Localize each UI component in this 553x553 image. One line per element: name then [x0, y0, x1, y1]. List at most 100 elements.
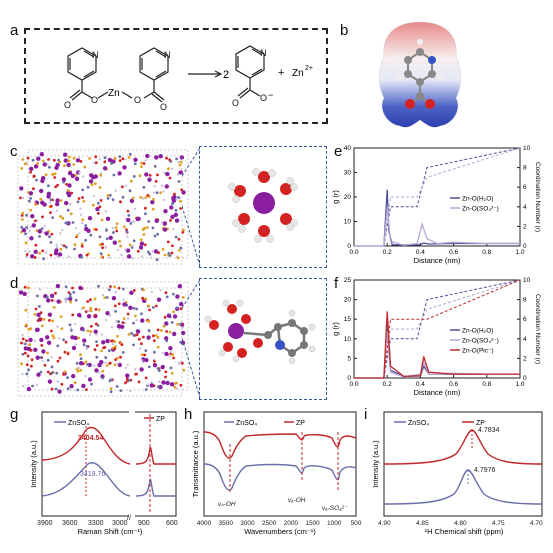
md-particle	[21, 352, 25, 356]
md-particle	[106, 197, 110, 200]
md-particle	[42, 257, 45, 261]
md-particle	[154, 334, 158, 337]
md-particle	[44, 173, 48, 177]
md-particle	[64, 200, 69, 206]
md-particle	[28, 250, 31, 253]
md-particle	[160, 184, 164, 187]
md-particle	[101, 294, 105, 297]
md-particle	[107, 253, 111, 257]
md-particle	[51, 334, 55, 338]
md-particle	[116, 324, 122, 329]
md-particle	[114, 345, 117, 348]
md-particle	[164, 336, 169, 341]
md-particle	[33, 313, 37, 316]
md-particle	[140, 359, 144, 362]
md-particle	[145, 153, 150, 159]
md-particle	[148, 174, 152, 177]
md-particle	[169, 350, 173, 354]
md-particle	[154, 180, 158, 183]
md-particle	[156, 297, 162, 302]
md-particle	[85, 347, 89, 351]
md-particle	[49, 198, 53, 202]
md-particle	[40, 227, 44, 231]
md-particle	[61, 228, 64, 232]
md-particle	[41, 359, 45, 362]
md-particle	[39, 337, 44, 343]
md-particle	[38, 288, 42, 291]
md-particle	[81, 196, 84, 199]
md-particle	[84, 224, 88, 227]
md-particle	[37, 229, 42, 234]
md-particle	[177, 249, 181, 252]
md-particle	[164, 321, 169, 326]
md-particle	[21, 333, 24, 337]
md-particle	[81, 218, 85, 222]
md-particle	[47, 158, 50, 161]
atom-o-right-carbonyl: O	[160, 102, 167, 112]
md-particle	[144, 172, 149, 177]
md-particle	[90, 382, 93, 386]
md-particle	[28, 343, 32, 347]
md-particle	[126, 235, 129, 238]
md-particle	[62, 372, 65, 376]
md-particle	[177, 161, 180, 164]
md-particle	[126, 312, 130, 316]
md-particle	[153, 249, 159, 254]
md-particle	[146, 383, 149, 386]
md-particle	[38, 251, 42, 255]
md-particle	[82, 175, 85, 178]
md-particle	[135, 216, 140, 222]
md-particle	[50, 232, 54, 236]
md-particle	[67, 155, 71, 159]
md-particle	[162, 324, 166, 328]
md-particle	[49, 204, 53, 208]
rdf-chart-f: 0.0 0.2 0.4 0.6 0.8 1.005101520250246810Zn-O(…	[331, 277, 541, 397]
md-particle	[122, 165, 127, 170]
md-particle	[152, 363, 158, 368]
md-particle	[101, 246, 104, 250]
md-particle	[93, 297, 97, 301]
md-particle	[112, 231, 115, 234]
md-particle	[84, 360, 88, 364]
md-particle	[140, 161, 143, 165]
md-particle	[180, 188, 184, 192]
md-particle	[125, 248, 131, 253]
md-particle	[116, 334, 119, 338]
md-particle	[82, 306, 85, 310]
md-particle	[98, 235, 102, 239]
md-particle	[56, 359, 60, 363]
md-particle	[43, 224, 46, 228]
md-particle	[142, 361, 145, 364]
md-particle	[181, 190, 186, 195]
zoom-box-d	[199, 278, 327, 400]
md-particle	[161, 248, 165, 251]
rdf-xtick: 0.4	[416, 249, 425, 256]
md-particle	[129, 198, 135, 204]
md-particle	[84, 310, 88, 313]
md-particle	[128, 152, 132, 156]
md-particle	[142, 335, 145, 339]
md-particle	[71, 286, 74, 290]
md-particle	[20, 167, 24, 170]
md-particle	[150, 200, 155, 205]
md-particle	[172, 228, 175, 231]
atom-n-right: N	[164, 50, 171, 60]
md-particle	[53, 299, 56, 302]
md-particle	[35, 384, 39, 387]
md-particle	[29, 349, 33, 352]
md-particle	[94, 307, 98, 311]
panel-label-d: d	[10, 275, 19, 292]
nmr-xtick-4: 4.70	[530, 520, 543, 527]
rdf-ylabel: g (r)	[331, 322, 340, 336]
md-particle	[66, 376, 69, 380]
md-particle	[59, 247, 63, 251]
md-particle	[73, 243, 77, 247]
md-particle	[78, 361, 84, 366]
md-particle	[108, 193, 112, 197]
panel-label-g: g	[10, 406, 19, 423]
md-particle	[50, 365, 54, 369]
md-particle	[24, 249, 27, 253]
raman-xtick-2: 3300	[88, 520, 104, 527]
md-particle	[172, 310, 176, 314]
rdf-y2tick: 6	[523, 316, 527, 323]
